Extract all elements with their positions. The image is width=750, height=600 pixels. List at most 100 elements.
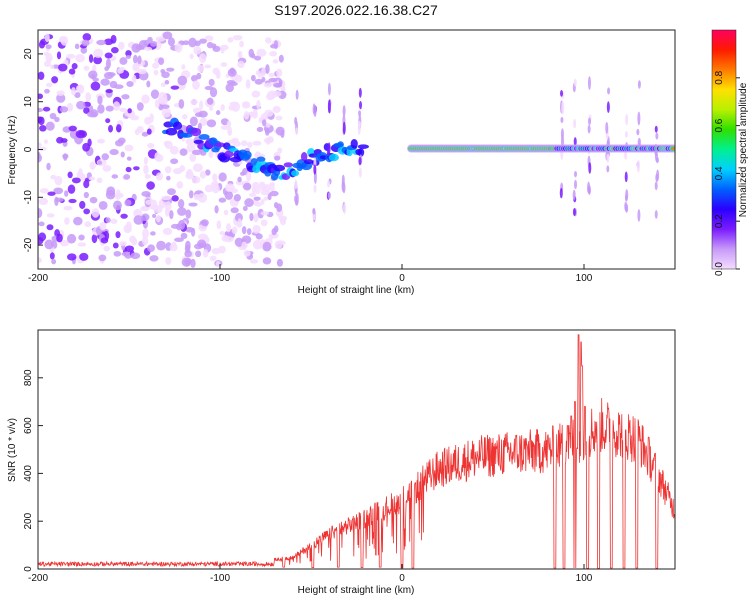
spectrogram-cell bbox=[150, 231, 156, 236]
spectrogram-cell bbox=[166, 67, 175, 72]
spectrogram-cell bbox=[185, 226, 194, 233]
spectrogram-cell bbox=[51, 76, 59, 84]
spectrogram-cell bbox=[56, 93, 66, 103]
spectrogram-cell bbox=[180, 132, 193, 138]
spectrogram-cell bbox=[275, 126, 285, 136]
spectrogram-cell bbox=[64, 217, 70, 225]
spectrogram-cell bbox=[655, 132, 659, 140]
spectrogram-cell bbox=[204, 35, 214, 42]
spectrogram-cell bbox=[559, 187, 563, 199]
spectrogram-cell bbox=[38, 197, 49, 206]
spectrogram-cell bbox=[295, 127, 299, 136]
spectrogram-cell bbox=[254, 55, 262, 61]
spectrogram-cell bbox=[144, 46, 153, 51]
spectrogram-cell bbox=[170, 223, 180, 229]
snr-x-tick-label: 100 bbox=[576, 573, 593, 584]
spectrogram-cell bbox=[147, 244, 156, 252]
spectrogram-cell bbox=[636, 128, 640, 136]
spectrogram-cell bbox=[55, 197, 64, 202]
spectrogram-cell bbox=[76, 100, 86, 110]
spectrogram-cell bbox=[147, 36, 153, 43]
spectrogram-cell bbox=[154, 99, 160, 108]
spectrogram-cell bbox=[237, 50, 243, 59]
spectrogram-cell bbox=[204, 64, 212, 69]
spectrogram-cell bbox=[68, 125, 77, 132]
spectrogram-y-tick-label: -10 bbox=[23, 190, 34, 205]
spectrogram-cell bbox=[82, 33, 92, 41]
snr-y-tick-label: 0 bbox=[23, 566, 34, 572]
spectrogram-cell bbox=[209, 105, 214, 111]
spectrogram-cell bbox=[66, 102, 74, 112]
spectrogram-cell bbox=[191, 149, 202, 156]
spectrogram-cell bbox=[83, 191, 89, 199]
spectrogram-cell bbox=[220, 104, 225, 111]
spectrogram-cell bbox=[264, 127, 270, 136]
spectrogram-cell bbox=[51, 258, 57, 265]
spectrogram-cell bbox=[210, 181, 219, 189]
spectrogram-cell bbox=[215, 261, 221, 267]
spectrogram-cell bbox=[155, 172, 163, 181]
spectrogram-cell bbox=[44, 33, 50, 42]
spectrogram-cell bbox=[44, 239, 54, 250]
spectrogram-cell bbox=[160, 82, 166, 88]
spectrogram-cell bbox=[38, 40, 46, 49]
spectrogram-cell bbox=[247, 141, 253, 148]
spectrogram-cell bbox=[280, 86, 286, 92]
spectrogram-cell bbox=[190, 127, 202, 137]
spectrogram-cell bbox=[79, 200, 86, 209]
spectrogram-cell bbox=[358, 156, 362, 166]
spectrogram-cell bbox=[98, 200, 108, 210]
spectrogram-cell bbox=[279, 217, 287, 226]
spectrogram-cell bbox=[272, 105, 281, 114]
spectrogram-cell bbox=[190, 99, 198, 105]
spectrogram-cell bbox=[254, 186, 261, 195]
snr-x-tick-label: -100 bbox=[210, 573, 230, 584]
spectrogram-cell bbox=[230, 207, 239, 214]
spectrogram-cell bbox=[60, 240, 70, 247]
spectrogram-cell bbox=[66, 233, 77, 244]
spectrogram-cell bbox=[252, 225, 261, 234]
spectrogram-cell bbox=[123, 173, 131, 180]
spectrogram-cell bbox=[194, 112, 203, 118]
spectrogram-cell bbox=[152, 213, 157, 218]
spectrogram-cell bbox=[161, 104, 170, 109]
spectrogram-cell bbox=[606, 101, 610, 114]
spectrogram-cell bbox=[188, 202, 198, 207]
spectrogram-cell bbox=[244, 198, 254, 208]
spectrogram-cell bbox=[197, 192, 208, 203]
spectrogram-cell bbox=[327, 82, 331, 96]
spectrogram-cell bbox=[245, 79, 251, 89]
spectrogram-cell bbox=[327, 192, 331, 200]
spectrogram-cell bbox=[624, 171, 628, 183]
spectrogram-cell bbox=[220, 125, 230, 130]
spectrogram-cell bbox=[149, 255, 159, 262]
spectrogram-cell bbox=[208, 78, 215, 87]
spectrogram-cell bbox=[273, 164, 286, 172]
spectrogram-cell bbox=[97, 95, 103, 105]
spectrogram-cell bbox=[58, 63, 68, 72]
spectrogram-cell bbox=[162, 227, 173, 236]
spectrogram-cell bbox=[145, 199, 153, 205]
spectrogram-cell bbox=[193, 46, 202, 55]
spectrogram-cell bbox=[107, 72, 116, 77]
spectrogram-cell bbox=[232, 140, 242, 147]
spectrogram-cell bbox=[190, 258, 196, 269]
spectrogram-cell bbox=[265, 122, 271, 128]
spectrogram-cell bbox=[152, 62, 160, 69]
spectrogram-cell bbox=[212, 45, 221, 52]
spectrogram-cell bbox=[357, 148, 365, 157]
spectrogram-cell bbox=[246, 171, 252, 182]
spectrogram-cell bbox=[83, 107, 90, 114]
spectrogram-cell bbox=[189, 152, 197, 162]
snr-series-line bbox=[38, 334, 675, 569]
spectrogram-cell bbox=[112, 242, 119, 249]
spectrogram-cell bbox=[560, 116, 564, 123]
spectrogram-cell bbox=[265, 64, 270, 75]
spectrogram-cell bbox=[77, 242, 87, 247]
spectrogram-cell bbox=[114, 139, 124, 147]
spectrogram-cell bbox=[96, 177, 103, 184]
spectrogram-cell bbox=[87, 111, 98, 118]
spectrogram-cell bbox=[164, 166, 172, 174]
spectrogram-cell bbox=[209, 87, 218, 98]
